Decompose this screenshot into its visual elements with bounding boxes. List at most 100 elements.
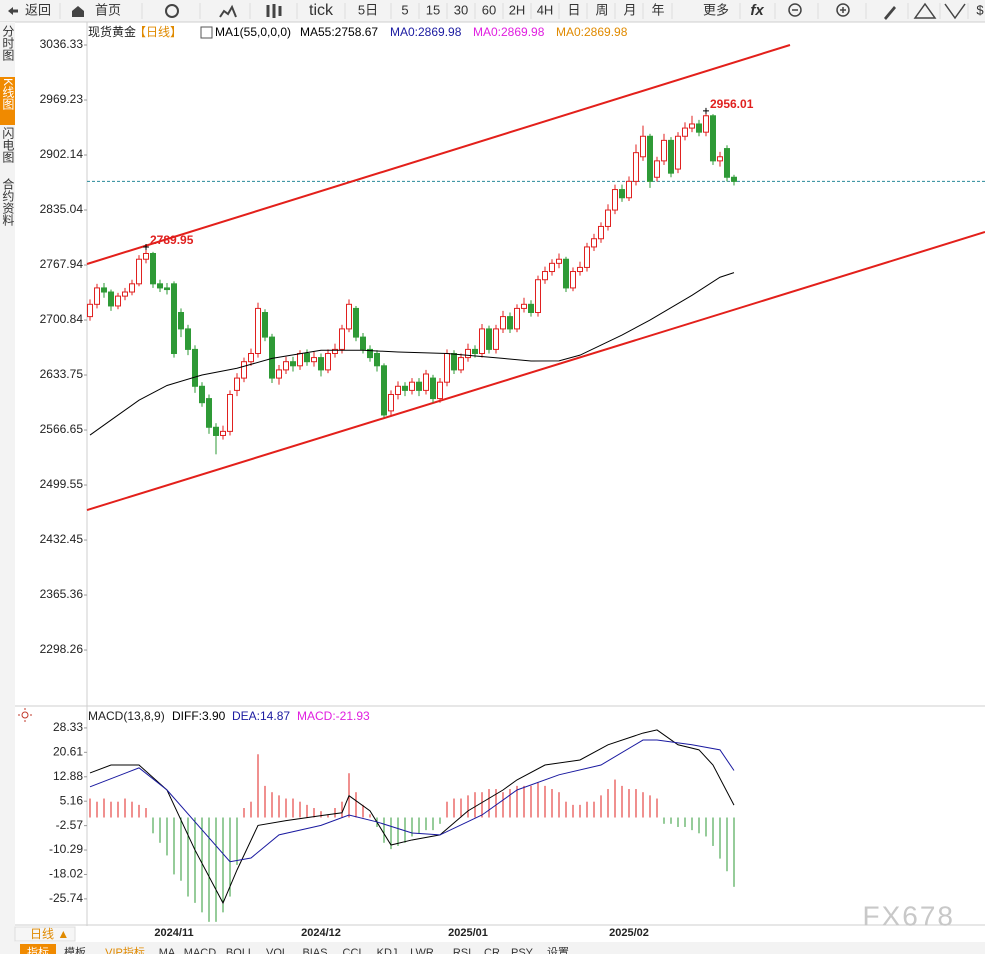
toolbar-button[interactable]: 5 — [401, 2, 408, 17]
candle-body — [436, 381, 443, 400]
refresh-icon[interactable] — [165, 4, 179, 18]
toolbar-button[interactable]: 日 — [567, 2, 580, 17]
toolbar-button[interactable]: 周 — [595, 2, 608, 17]
toolbar-button[interactable]: fx — [750, 2, 764, 19]
candle-body — [129, 283, 136, 293]
bottom-tab[interactable]: RSI — [453, 947, 471, 954]
toolbar-button[interactable]: 2H — [509, 2, 526, 17]
home-icon — [72, 6, 84, 17]
candle-body — [227, 393, 234, 432]
toolbar-button[interactable]: tick — [309, 2, 334, 19]
candle-body — [401, 385, 408, 391]
toolbar-button[interactable]: 年 — [651, 2, 664, 17]
candle-body — [94, 287, 101, 305]
toolbar-button[interactable]: 60 — [482, 2, 496, 17]
y-tick-label: 2902.14 — [40, 147, 84, 161]
candle-body — [534, 279, 541, 314]
legend-entry: MA0:2869.98 — [390, 25, 462, 39]
bottom-tab[interactable]: MA — [159, 947, 176, 954]
bottom-tab[interactable]: CR — [484, 947, 500, 954]
candle-body — [206, 398, 213, 428]
candle-body — [506, 316, 513, 330]
period-button[interactable]: 日线 ▲ — [30, 927, 69, 941]
zoom-out-icon[interactable] — [788, 3, 802, 17]
bottom-tab[interactable]: MACD — [184, 947, 216, 954]
y-tick-label: -10.29 — [49, 842, 83, 856]
y-tick-label: 12.88 — [53, 769, 83, 783]
side-bar — [0, 22, 15, 954]
bottom-tab[interactable]: PSY — [511, 947, 534, 954]
bottom-tab[interactable]: VOL — [266, 947, 288, 954]
bottom-tab[interactable]: VIP指标 — [105, 945, 145, 954]
trend-line — [86, 44, 791, 265]
candle-body — [667, 139, 674, 174]
candle-body — [387, 393, 394, 412]
toolbar: 返回 首页 tick 5日 5 15 30 60 2H 4H 日周月年 更多 fx $ — [8, 2, 984, 20]
toolbar-button[interactable]: $ — [976, 2, 984, 17]
candle-body — [415, 381, 422, 391]
bottom-tab-active — [20, 944, 56, 954]
side-tab[interactable]: 合约资料 — [1, 177, 15, 226]
candle-icon[interactable] — [266, 4, 282, 18]
candle-body — [660, 139, 667, 162]
candle-body — [360, 336, 367, 350]
annotation-marker — [143, 243, 150, 250]
toolbar-button[interactable]: 月 — [623, 2, 636, 17]
toolbar-button[interactable]: 15 — [426, 2, 440, 17]
bottom-tab[interactable]: KDJ — [377, 947, 398, 954]
bottom-tab[interactable]: BOLL — [226, 947, 254, 954]
bottom-tab[interactable]: CCI — [343, 947, 362, 954]
macd-line — [89, 729, 735, 905]
candle-body — [269, 336, 276, 379]
bottom-tab[interactable]: LWR — [410, 947, 434, 954]
toolbar-button[interactable]: 更多 — [703, 2, 729, 17]
annotation-marker — [702, 107, 709, 114]
y-tick-label: 2365.36 — [40, 587, 84, 601]
candle-body — [709, 115, 716, 162]
y-tick-label: 2969.23 — [40, 92, 84, 106]
candle-body — [178, 312, 185, 330]
side-tab[interactable]: 分时图 — [1, 25, 15, 61]
y-tick-label: -2.57 — [56, 818, 84, 832]
candle-body — [136, 258, 143, 285]
candle-body — [276, 369, 283, 379]
bottom-tab[interactable]: 设置 — [547, 946, 569, 954]
toolbar-button[interactable]: 30 — [454, 2, 468, 17]
toolbar-button[interactable]: 5日 — [358, 2, 378, 17]
legend-entry: MACD:-21.93 — [297, 709, 370, 723]
candle-body — [332, 348, 339, 354]
candle-body — [122, 291, 129, 297]
side-tab[interactable]: K线图 — [1, 78, 15, 110]
side-tab[interactable]: 闪电图 — [1, 127, 15, 163]
candle-body — [241, 361, 248, 379]
candle-body — [248, 352, 255, 363]
y-tick-label: -25.74 — [49, 891, 83, 905]
draw-icons[interactable] — [913, 2, 966, 20]
candle-body — [157, 283, 164, 289]
candle-body — [408, 381, 415, 391]
toolbar-button[interactable]: 返回 — [25, 2, 51, 17]
bottom-tab[interactable]: 模板 — [64, 945, 86, 954]
period-label: 【日线】 — [134, 25, 182, 39]
period-button-bg[interactable] — [14, 926, 76, 942]
legend-entry: DIFF:3.90 — [172, 709, 226, 723]
candle-body — [255, 307, 262, 354]
back-icon — [8, 7, 18, 15]
x-tick-label: 2025/01 — [448, 927, 488, 939]
bottom-tab[interactable]: 指标 — [27, 945, 49, 954]
toolbar-button[interactable]: 首页 — [95, 2, 121, 17]
toolbar-button[interactable]: 4H — [537, 2, 554, 17]
candle-body — [381, 365, 388, 416]
chart-icon[interactable] — [219, 4, 237, 18]
candle-body — [290, 361, 297, 367]
candle-body — [143, 252, 150, 260]
y-tick-label: 2835.04 — [40, 202, 84, 216]
pencil-icon[interactable] — [884, 6, 896, 20]
bottom-tab[interactable]: BIAS — [302, 947, 327, 954]
candle-body — [450, 352, 457, 371]
macd-icon — [18, 708, 32, 722]
zoom-in-icon[interactable] — [836, 3, 850, 17]
legend-entry: MA55:2758.67 — [300, 25, 378, 39]
candle-body — [555, 258, 562, 264]
